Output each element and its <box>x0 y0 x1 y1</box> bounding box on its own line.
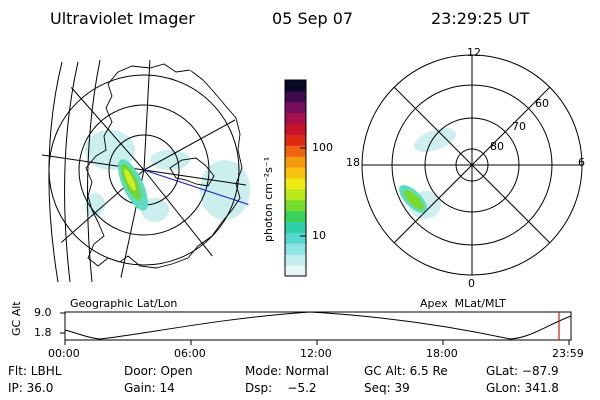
lat-label-70: 70 <box>512 120 526 133</box>
color-bar-segment <box>285 145 306 157</box>
colorbar-tick-10: 10 <box>312 229 326 242</box>
timeline-xtick-2359: 23:59 <box>552 347 584 360</box>
color-bar-segment <box>285 80 306 92</box>
info-dsp: Dsp: −5.2 <box>245 381 317 395</box>
colorbar-unit-label: photon cm⁻²s⁻¹ <box>262 156 275 242</box>
coastline <box>85 63 243 269</box>
timeline-xtick-0600: 06:00 <box>174 347 206 360</box>
info-gc-alt: GC Alt: 6.5 Re <box>364 364 448 378</box>
timeline-axis-label: GC Alt <box>10 301 23 336</box>
color-bar-segment <box>285 232 306 244</box>
info-gain: Gain: 14 <box>124 381 175 395</box>
info-filter: Flt: LBHL <box>8 364 62 378</box>
info-glat: GLat: −87.9 <box>486 364 559 378</box>
polar-plot <box>361 54 583 276</box>
color-bar-segment <box>285 243 306 255</box>
time-label: 23:29:25 UT <box>431 9 530 28</box>
date-label: 05 Sep 07 <box>272 9 354 28</box>
info-ip: IP: 36.0 <box>8 381 54 395</box>
altitude-curve <box>64 311 572 340</box>
color-bar <box>285 80 306 277</box>
color-bar-segment <box>285 265 306 277</box>
color-bar-segment <box>285 156 306 168</box>
timeline-ytick-9: 9.0 <box>34 306 52 319</box>
mlt-label-12: 12 <box>467 46 481 59</box>
info-seq: Seq: 39 <box>364 381 410 395</box>
color-bar-segment <box>285 123 306 135</box>
color-bar-segment <box>285 188 306 201</box>
geo-aurora-faint <box>85 130 250 222</box>
lat-label-80: 80 <box>490 140 504 153</box>
mlt-label-0: 0 <box>468 277 475 290</box>
color-bar-segment <box>285 112 306 125</box>
color-bar-segment <box>285 134 306 146</box>
geographic-caption: Geographic Lat/Lon <box>70 297 178 310</box>
color-bar-segment <box>285 167 306 179</box>
info-door: Door: Open <box>124 364 193 378</box>
color-bar-segment <box>285 254 306 266</box>
mlt-label-6: 6 <box>578 156 585 169</box>
color-bar-segment <box>285 199 306 212</box>
color-bar-segment <box>285 101 306 114</box>
coastline-ross <box>169 157 215 187</box>
timeline-xtick-1800: 18:00 <box>426 347 458 360</box>
color-bar-frame <box>284 79 307 277</box>
geo-aurora-bright <box>118 159 148 211</box>
info-glon: GLon: 341.8 <box>486 381 559 395</box>
colorbar-tick-100: 100 <box>312 141 333 154</box>
color-bar-segment <box>285 221 306 233</box>
apex-caption: Apex MLat/MLT <box>420 297 506 310</box>
polar-aurora-bright <box>399 185 427 213</box>
geographic-map <box>34 59 254 283</box>
mlt-label-18: 18 <box>346 156 360 169</box>
color-bar-segment <box>285 90 306 103</box>
track-line <box>143 169 251 206</box>
timeline-xtick-0000: 00:00 <box>48 347 80 360</box>
instrument-title: Ultraviolet Imager <box>50 9 195 28</box>
timeline-plot <box>60 311 572 345</box>
info-mode: Mode: Normal <box>245 364 329 378</box>
timeline-xtick-1200: 12:00 <box>300 347 332 360</box>
color-bar-segment <box>285 178 306 190</box>
lat-label-60: 60 <box>535 97 549 110</box>
color-bar-segment <box>285 210 306 223</box>
timeline-ytick-1-8: 1.8 <box>34 326 52 339</box>
